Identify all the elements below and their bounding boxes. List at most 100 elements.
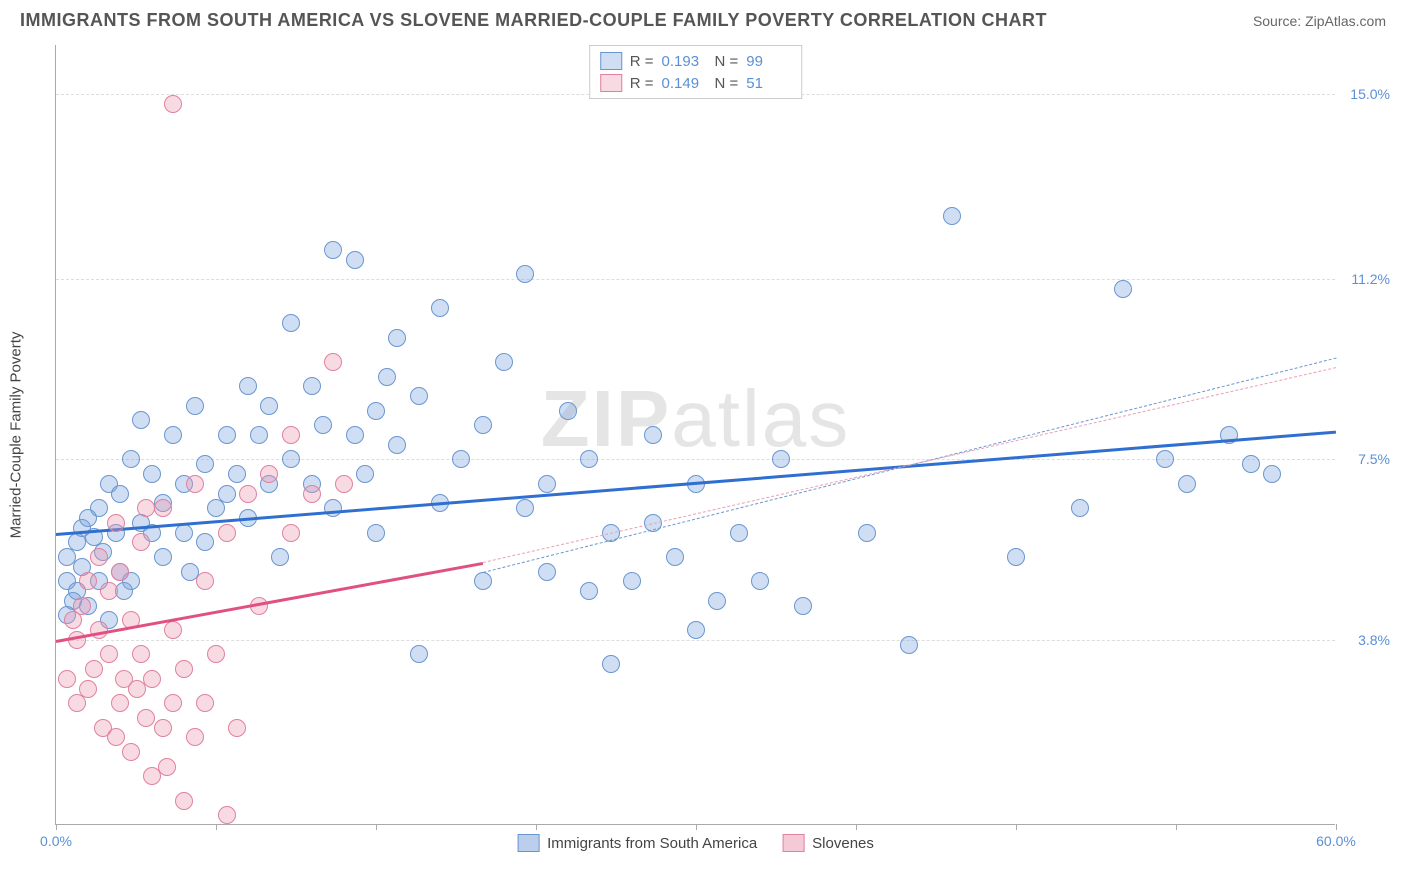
data-point [730, 524, 748, 542]
gridline [56, 459, 1335, 460]
data-point [538, 563, 556, 581]
data-point [346, 251, 364, 269]
x-tick [216, 824, 217, 830]
legend-item: Slovenes [782, 834, 874, 852]
stats-legend: R =0.193N =99R =0.149N =51 [589, 45, 803, 99]
data-point [260, 397, 278, 415]
data-point [1156, 450, 1174, 468]
data-point [644, 426, 662, 444]
data-point [154, 548, 172, 566]
gridline [56, 279, 1335, 280]
data-point [271, 548, 289, 566]
data-point [154, 499, 172, 517]
data-point [1071, 499, 1089, 517]
stat-r-label: R = [630, 53, 654, 70]
data-point [218, 485, 236, 503]
data-point [580, 582, 598, 600]
data-point [79, 572, 97, 590]
data-point [324, 353, 342, 371]
data-point [164, 694, 182, 712]
stat-n-value: 51 [746, 75, 791, 92]
data-point [410, 387, 428, 405]
data-point [90, 499, 108, 517]
data-point [154, 719, 172, 737]
data-point [207, 645, 225, 663]
legend-label: Slovenes [812, 835, 874, 852]
data-point [900, 636, 918, 654]
legend-item: Immigrants from South America [517, 834, 757, 852]
data-point [73, 597, 91, 615]
data-point [282, 426, 300, 444]
trend-line [56, 430, 1336, 535]
data-point [1114, 280, 1132, 298]
stat-r-value: 0.149 [662, 75, 707, 92]
data-point [186, 397, 204, 415]
data-point [388, 436, 406, 454]
data-point [314, 416, 332, 434]
data-point [772, 450, 790, 468]
data-point [79, 680, 97, 698]
data-point [282, 314, 300, 332]
data-point [474, 572, 492, 590]
data-point [175, 792, 193, 810]
stat-r-value: 0.193 [662, 53, 707, 70]
data-point [943, 207, 961, 225]
data-point [196, 572, 214, 590]
data-point [378, 368, 396, 386]
y-tick-label: 3.8% [1340, 632, 1390, 648]
data-point [346, 426, 364, 444]
data-point [303, 485, 321, 503]
data-point [516, 265, 534, 283]
data-point [218, 806, 236, 824]
x-tick-label: 60.0% [1316, 833, 1356, 849]
legend-swatch [600, 74, 622, 92]
data-point [239, 377, 257, 395]
y-axis-label: Married-Couple Family Poverty [8, 331, 25, 538]
chart-title: IMMIGRANTS FROM SOUTH AMERICA VS SLOVENE… [20, 10, 1047, 31]
data-point [367, 524, 385, 542]
x-tick [1176, 824, 1177, 830]
data-point [218, 524, 236, 542]
x-tick [1016, 824, 1017, 830]
y-tick-label: 11.2% [1340, 271, 1390, 287]
data-point [324, 241, 342, 259]
data-point [388, 329, 406, 347]
data-point [90, 548, 108, 566]
data-point [474, 416, 492, 434]
stats-legend-row: R =0.193N =99 [600, 50, 792, 72]
data-point [122, 743, 140, 761]
data-point [58, 670, 76, 688]
data-point [623, 572, 641, 590]
data-point [282, 450, 300, 468]
stat-n-value: 99 [746, 53, 791, 70]
data-point [196, 533, 214, 551]
data-point [250, 426, 268, 444]
data-point [1263, 465, 1281, 483]
data-point [132, 411, 150, 429]
data-point [282, 524, 300, 542]
data-point [239, 485, 257, 503]
data-point [335, 475, 353, 493]
x-tick [376, 824, 377, 830]
data-point [137, 499, 155, 517]
data-point [164, 621, 182, 639]
data-point [794, 597, 812, 615]
data-point [367, 402, 385, 420]
data-point [196, 455, 214, 473]
data-point [111, 485, 129, 503]
data-point [858, 524, 876, 542]
data-point [100, 645, 118, 663]
source-label: Source: ZipAtlas.com [1253, 13, 1386, 29]
data-point [495, 353, 513, 371]
data-point [1178, 475, 1196, 493]
data-point [559, 402, 577, 420]
data-point [107, 514, 125, 532]
y-tick-label: 15.0% [1340, 86, 1390, 102]
data-point [186, 475, 204, 493]
data-point [111, 694, 129, 712]
data-point [708, 592, 726, 610]
data-point [516, 499, 534, 517]
scatter-chart: ZIPatlas Married-Couple Family Poverty R… [55, 45, 1335, 825]
data-point [85, 660, 103, 678]
legend-swatch [600, 52, 622, 70]
